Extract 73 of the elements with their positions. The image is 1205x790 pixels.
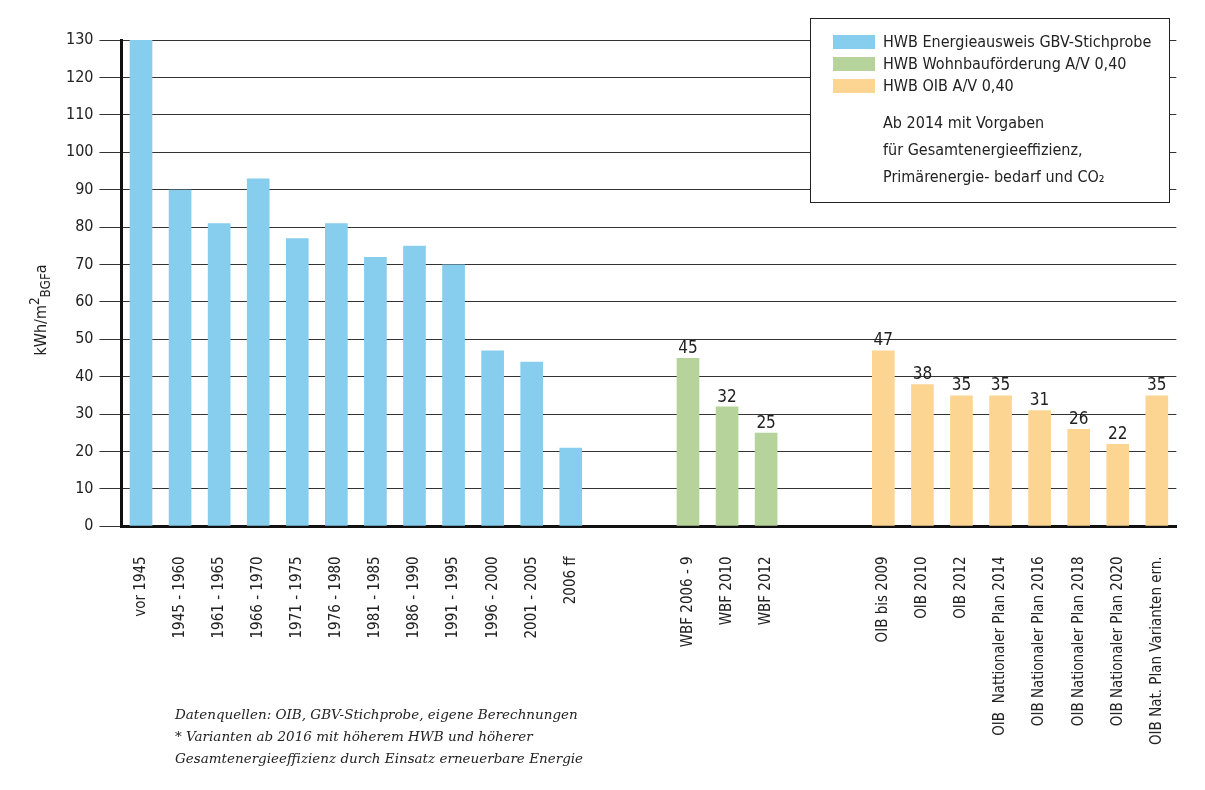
bar — [872, 350, 895, 526]
bar — [246, 178, 270, 526]
x-tick-label: OIB Nationaler Plan 2016 — [1029, 556, 1048, 727]
bar — [325, 223, 348, 526]
data-label: 25 — [756, 411, 776, 432]
y-tick-label: 40 — [75, 365, 94, 385]
bar — [364, 256, 387, 526]
x-tick-label: OIB Nationaler Plan 2018 — [1068, 556, 1087, 727]
annotation: Ab 2014 mit Vorgaben für Gesamtenergieeffizienz, Primärenergie- bedarf und CO₂ — [883, 112, 1106, 188]
bar — [1067, 429, 1091, 526]
data-label: 35 — [990, 374, 1011, 395]
bar — [207, 223, 231, 526]
x-tick-label: OIB bis 2009 — [873, 556, 892, 643]
bar — [481, 350, 504, 526]
x-tick-label: WBF 2010 — [716, 556, 735, 626]
y-tick-label: 130 — [66, 29, 94, 49]
x-tick-label: OIB Nat. Plan Varianten ern. — [1146, 556, 1165, 746]
x-tick-label: OIB 2010 — [912, 556, 931, 619]
x-tick-label: 1966 - 1970 — [248, 556, 267, 639]
x-tick-label: WBF 2012 — [756, 556, 775, 626]
y-tick-label: 90 — [75, 178, 94, 198]
x-tick-label: 1961 - 1965 — [209, 556, 228, 639]
bar — [950, 395, 973, 526]
legend-label: HWB OIB A/V 0,40 — [883, 76, 1014, 95]
bar — [168, 189, 192, 526]
x-tick-label: 1991 - 1995 — [443, 556, 462, 639]
x-tick-label: 1996 - 2000 — [482, 556, 501, 639]
bar — [1145, 395, 1169, 526]
x-tick-label: 2001 - 2005 — [521, 556, 540, 639]
y-tick-label: 120 — [66, 66, 94, 86]
bar — [559, 447, 583, 526]
legend-label: HWB Wohnbauförderung A/V 0,40 — [883, 54, 1127, 73]
x-tick-label: 1945 - 1960 — [169, 556, 188, 639]
y-tick-label: 10 — [75, 478, 94, 498]
y-tick-label: 30 — [75, 403, 94, 423]
data-label: 22 — [1108, 422, 1128, 443]
y-tick-label: 80 — [75, 216, 94, 236]
bar — [911, 384, 934, 526]
bar — [989, 395, 1012, 526]
y-tick-label: 70 — [75, 253, 94, 273]
legend-label: HWB Energieausweis GBV-Stichprobe — [883, 32, 1152, 51]
bar — [403, 245, 426, 526]
data-label: 45 — [678, 336, 698, 357]
y-tick-label: 0 — [84, 515, 94, 535]
data-label: 35 — [951, 374, 972, 395]
y-tick-label: 60 — [75, 291, 94, 311]
x-tick-label: 1981 - 1985 — [365, 556, 384, 639]
bar — [129, 40, 153, 526]
bar — [1106, 444, 1130, 526]
x-tick-label: 1976 - 1980 — [326, 556, 345, 639]
x-tick-label: 2006 ff — [560, 555, 579, 605]
y-tick-label: 110 — [66, 103, 94, 123]
data-label: 32 — [717, 385, 737, 406]
text: Datenquellen: OIB, GBV-Stichprobe, eigene Berechnungen * Varianten ab 2016 mit höherem HWB und höherer Gesamtenergieeffizienz durch Einsatz erneuerbare Energie — [175, 705, 584, 768]
bar — [285, 238, 309, 526]
bar — [520, 361, 544, 526]
bar — [442, 264, 465, 526]
bar — [715, 406, 739, 526]
bar — [1028, 410, 1051, 526]
x-tick-label: WBF 2006 - 9 — [677, 556, 696, 648]
bar — [754, 432, 778, 526]
bar — [676, 357, 700, 526]
y-tick-label: 100 — [66, 141, 94, 161]
data-label: 31 — [1029, 389, 1050, 410]
x-tick-label: OIB Nationaler Plan 2020 — [1107, 556, 1126, 727]
x-tick-label: 1971 - 1975 — [287, 556, 306, 639]
x-tick-label: vor 1945 — [130, 556, 149, 617]
x-tick-label: 1986 - 1990 — [404, 556, 423, 639]
y-tick-label: 50 — [75, 328, 94, 348]
y-tick-label: 20 — [75, 440, 94, 460]
data-label: 35 — [1147, 374, 1167, 395]
x-tick-label: OIB Nattionaler Plan 2014 — [990, 556, 1009, 736]
x-tick-label: OIB 2012 — [951, 556, 970, 619]
